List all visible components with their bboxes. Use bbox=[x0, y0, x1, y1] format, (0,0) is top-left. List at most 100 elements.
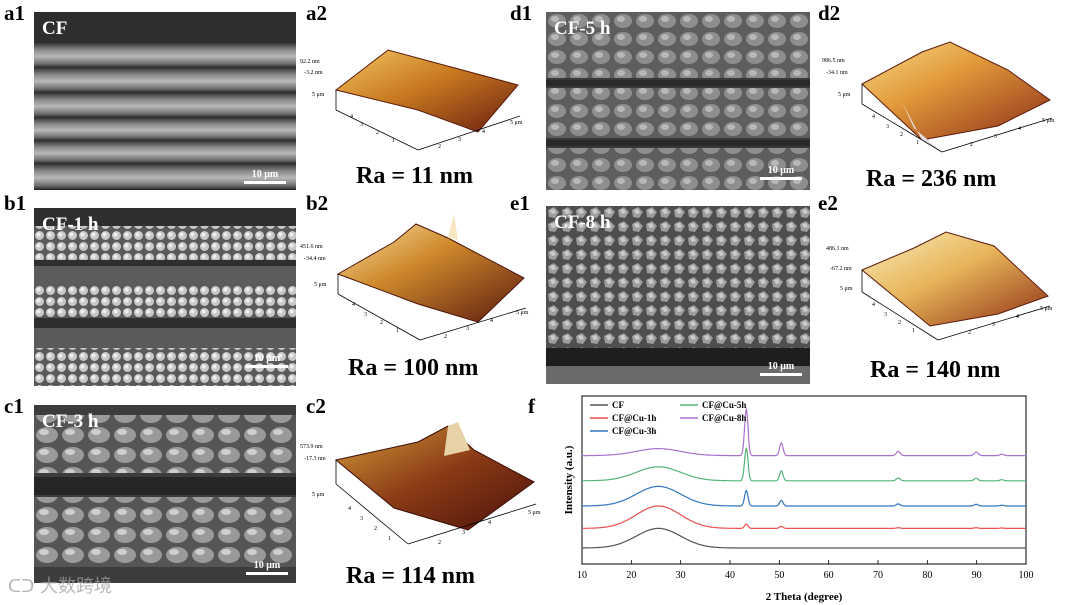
afm-map-a2: 92.2 nm -3.2 nm 5 μm 4 3 2 1 2 3 4 5 μm bbox=[298, 30, 536, 160]
afm-tick-x3: 3 bbox=[994, 134, 997, 140]
watermark: ᑕᑐ 大数跨境 bbox=[8, 576, 113, 597]
afm-tick-x4: 4 bbox=[1016, 314, 1019, 320]
afm-zmin-b2: -34.4 nm bbox=[304, 256, 326, 262]
series-line-2 bbox=[582, 485, 1026, 507]
afm-tick-x4: 4 bbox=[482, 129, 485, 135]
sem-image-cf-3h: CF-3 h 10 μm bbox=[34, 405, 296, 583]
sem-fiber-texture bbox=[34, 12, 296, 190]
afm-tick-y3: 3 bbox=[360, 122, 363, 128]
plot-frame bbox=[581, 395, 1027, 565]
scale-bar-e1: 10 μm bbox=[760, 361, 802, 376]
afm-tick-y4: 4 bbox=[348, 506, 351, 512]
legend-label-0: CF bbox=[612, 400, 624, 410]
afm-tick-y4: 4 bbox=[872, 114, 875, 120]
series-line-0 bbox=[582, 527, 1026, 549]
ra-value-a2: Ra = 11 nm bbox=[356, 163, 474, 189]
afm-tick-x2: 2 bbox=[438, 144, 441, 150]
sem-image-cf-1h: CF-1 h 10 μm bbox=[34, 208, 296, 386]
x-tick-label: 90 bbox=[972, 570, 982, 581]
afm-tick-x2: 2 bbox=[968, 330, 971, 336]
afm-tick-y3: 3 bbox=[886, 124, 889, 130]
afm-tick-y3: 3 bbox=[364, 312, 367, 318]
sem-title-cf-1h: CF-1 h bbox=[42, 214, 99, 235]
afm-tick-y1: 1 bbox=[388, 536, 391, 542]
afm-tick-x5: 5 μm bbox=[528, 510, 541, 516]
afm-zmax-b2: 451.6 nm bbox=[300, 244, 323, 250]
sem-image-cf: CF 10 μm bbox=[34, 12, 296, 190]
series-line-4 bbox=[582, 407, 1026, 457]
x-tick-label: 20 bbox=[626, 570, 636, 581]
sem-title-cf-3h: CF-3 h bbox=[42, 411, 99, 432]
afm-tick-y4: 4 bbox=[350, 114, 353, 120]
afm-tick-y3: 3 bbox=[884, 312, 887, 318]
afm-tick-y4: 4 bbox=[872, 302, 875, 308]
afm-tick-x4: 4 bbox=[490, 318, 493, 324]
legend-label-2: CF@Cu-3h bbox=[612, 426, 656, 436]
afm-tick-x4: 4 bbox=[1018, 126, 1021, 132]
panel-label-f: f bbox=[528, 394, 535, 418]
afm-tick-y1: 1 bbox=[912, 328, 915, 334]
x-tick-label: 10 bbox=[577, 570, 587, 581]
afm-map-e2: 486.1 nm -67.2 nm 5 μm 4 3 2 1 2 3 4 5 μ… bbox=[818, 226, 1058, 354]
series-line-3 bbox=[582, 446, 1026, 482]
panel-label-b2: b2 bbox=[306, 191, 329, 215]
series-line-1 bbox=[582, 505, 1026, 529]
sem-image-cf-8h: CF-8 h 10 μm bbox=[546, 206, 810, 384]
afm-tick-x5: 5 μm bbox=[516, 310, 529, 316]
sem-title-cf-5h: CF-5 h bbox=[554, 18, 611, 39]
y-axis-label: Intensity (a.u.) bbox=[563, 445, 575, 514]
legend: CF CF@Cu-1h CF@Cu-3h CF@Cu-5h CF@Cu-8h bbox=[590, 400, 746, 436]
panel-label-a1: a1 bbox=[4, 1, 25, 25]
afm-zmax-a2: 92.2 nm bbox=[300, 59, 320, 65]
afm-zmin-a2: -3.2 nm bbox=[304, 70, 323, 76]
afm-tick-x5: 5 μm bbox=[1040, 306, 1053, 312]
afm-tick-x5: 5 μm bbox=[510, 120, 523, 126]
sem-title-cf-8h: CF-8 h bbox=[554, 212, 611, 233]
x-tick-label: 70 bbox=[873, 570, 883, 581]
x-tick-label: 40 bbox=[725, 570, 735, 581]
panel-label-d2: d2 bbox=[818, 1, 841, 25]
series-lines bbox=[582, 407, 1026, 549]
afm-tick-x2: 2 bbox=[444, 334, 447, 340]
afm-tick-y2: 2 bbox=[380, 320, 383, 326]
afm-tick-y1: 1 bbox=[916, 140, 919, 146]
afm-tick-x5: 5 μm bbox=[1042, 118, 1055, 124]
panel-label-c1: c1 bbox=[4, 394, 24, 418]
afm-tick-x2: 2 bbox=[438, 540, 441, 546]
afm-tick-y1: 1 bbox=[396, 328, 399, 334]
scale-bar-d1: 10 μm bbox=[760, 165, 802, 180]
x-tick-label: 30 bbox=[676, 570, 686, 581]
x-tick-label: 80 bbox=[922, 570, 932, 581]
afm-tick-y2: 2 bbox=[898, 320, 901, 326]
afm-tick-x2: 2 bbox=[970, 142, 973, 148]
scale-bar-a1: 10 μm bbox=[244, 169, 286, 184]
afm-zmax-e2: 486.1 nm bbox=[826, 246, 849, 252]
afm-map-d2: 986.5 nm -34.1 nm 5 μm 4 3 2 1 2 3 4 5 μ… bbox=[818, 32, 1058, 160]
afm-size-a2: 5 μm bbox=[312, 92, 325, 98]
x-tick-label: 60 bbox=[824, 570, 834, 581]
afm-zmin-d2: -34.1 nm bbox=[826, 70, 848, 76]
afm-size-e2: 5 μm bbox=[840, 286, 853, 292]
afm-tick-x3: 3 bbox=[458, 137, 461, 143]
afm-zmax-c2: 573.9 nm bbox=[300, 444, 323, 450]
panel-label-d1: d1 bbox=[510, 1, 533, 25]
sem-image-cf-5h: CF-5 h 10 μm bbox=[546, 12, 810, 190]
afm-tick-x4: 4 bbox=[488, 520, 491, 526]
scale-bar-c1: 10 μm bbox=[246, 560, 288, 575]
xrd-chart: 10 20 30 40 50 60 70 80 90 100 CF CF@Cu-1h CF@Cu-3h… bbox=[563, 395, 1034, 603]
panel-label-e1: e1 bbox=[510, 191, 530, 215]
afm-tick-x3: 3 bbox=[992, 322, 995, 328]
legend-label-1: CF@Cu-1h bbox=[612, 413, 656, 423]
panel-label-c2: c2 bbox=[306, 394, 326, 418]
ra-value-c2: Ra = 114 nm bbox=[346, 563, 476, 589]
afm-tick-x3: 3 bbox=[466, 326, 469, 332]
legend-label-3: CF@Cu-5h bbox=[702, 400, 746, 410]
afm-tick-y2: 2 bbox=[900, 132, 903, 138]
panel-label-b1: b1 bbox=[4, 191, 27, 215]
panel-label-a2: a2 bbox=[306, 1, 327, 25]
afm-tick-y2: 2 bbox=[376, 130, 379, 136]
afm-tick-y2: 2 bbox=[374, 526, 377, 532]
afm-zmin-e2: -67.2 nm bbox=[830, 266, 852, 272]
afm-map-c2: 573.9 nm -17.3 nm 5 μm 4 3 2 1 2 3 4 5 μ… bbox=[298, 420, 548, 558]
afm-tick-y4: 4 bbox=[352, 302, 355, 308]
